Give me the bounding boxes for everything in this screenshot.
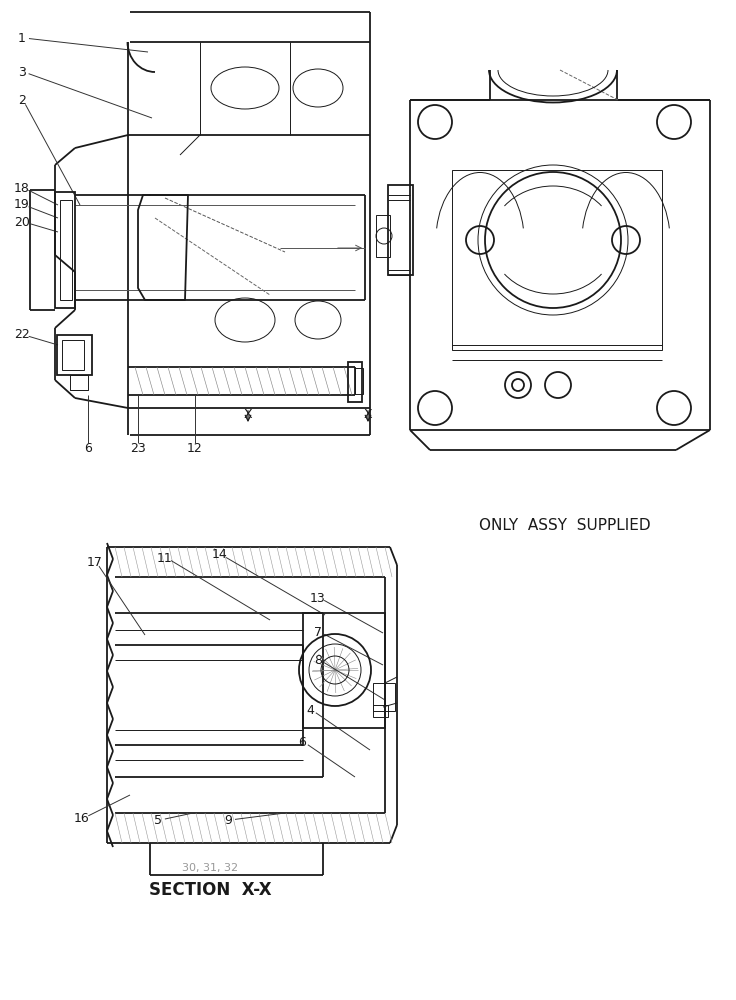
Text: 11: 11 (157, 552, 173, 564)
Bar (452, 170, 662, 350)
Bar (55, 192, 75, 308)
Bar (70, 375, 88, 390)
Bar (373, 705, 388, 717)
Text: 5: 5 (154, 814, 162, 826)
Text: 1: 1 (18, 31, 26, 44)
Text: 16: 16 (74, 812, 90, 824)
Text: SECTION  X-X: SECTION X-X (149, 881, 272, 899)
Text: 3: 3 (18, 66, 26, 79)
Text: 17: 17 (87, 556, 103, 568)
Bar (388, 185, 413, 275)
Text: 23: 23 (130, 442, 146, 454)
Text: 8: 8 (314, 654, 322, 666)
Text: X: X (244, 408, 252, 422)
Text: 14: 14 (212, 548, 228, 562)
Bar (303, 613, 385, 728)
Bar (376, 215, 390, 257)
Bar (373, 683, 395, 711)
Text: 12: 12 (187, 442, 203, 454)
Text: 6: 6 (298, 736, 306, 748)
Bar (348, 362, 362, 402)
Text: 2: 2 (18, 94, 26, 106)
Text: X: X (364, 408, 372, 422)
Text: 30, 31, 32: 30, 31, 32 (182, 863, 238, 873)
Text: 13: 13 (310, 591, 326, 604)
Text: 4: 4 (306, 704, 314, 716)
Bar (60, 200, 72, 300)
Text: 20: 20 (14, 216, 30, 229)
Text: 6: 6 (84, 442, 92, 454)
Bar (57, 335, 92, 375)
Text: 18: 18 (14, 182, 30, 194)
Text: 9: 9 (224, 814, 232, 826)
Text: 22: 22 (14, 328, 30, 342)
Bar (355, 368, 363, 394)
Text: 7: 7 (314, 626, 322, 639)
Text: ONLY  ASSY  SUPPLIED: ONLY ASSY SUPPLIED (479, 518, 651, 532)
Bar (62, 340, 84, 370)
Text: 19: 19 (14, 198, 30, 212)
